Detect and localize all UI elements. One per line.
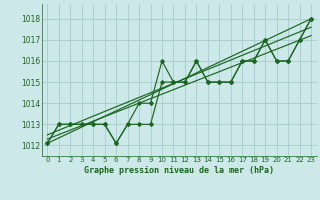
X-axis label: Graphe pression niveau de la mer (hPa): Graphe pression niveau de la mer (hPa)	[84, 166, 274, 175]
